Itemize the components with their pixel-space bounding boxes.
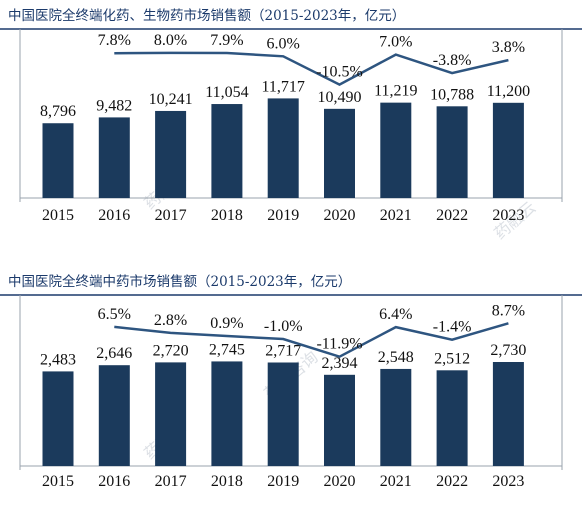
bar-2016: [98, 365, 130, 466]
x-tick-2018: 2018: [211, 473, 243, 490]
value-label-2022: 2,512: [434, 350, 470, 367]
value-label-2018: 11,054: [205, 84, 248, 101]
value-label-2022: 10,788: [430, 86, 474, 103]
growth-label-2018: 7.9%: [210, 32, 243, 49]
x-tick-2021: 2021: [380, 473, 412, 490]
growth-label-2019: -1.0%: [264, 318, 303, 335]
value-label-2016: 2,646: [96, 345, 132, 362]
x-tick-2017: 2017: [155, 473, 187, 490]
value-label-2019: 2,717: [265, 342, 301, 359]
bar-2021: [380, 102, 412, 198]
growth-label-2020: -11.9%: [316, 336, 362, 353]
chart-1-value-labels: 8,796 9,482 10,241 11,054 11,717 10,490 11,219…: [40, 78, 530, 120]
bar-2020: [324, 374, 355, 466]
x-tick-2016: 2016: [98, 473, 130, 490]
value-label-2021: 2,548: [378, 349, 414, 366]
x-tick-2019: 2019: [267, 207, 299, 224]
x-tick-2018: 2018: [211, 207, 243, 224]
bar-2021: [380, 368, 412, 466]
growth-label-2016: 6.5%: [98, 306, 131, 323]
value-label-2015: 8,796: [40, 103, 76, 120]
bar-2019: [267, 98, 299, 198]
bar-2016: [98, 117, 130, 198]
value-label-2023: 2,730: [490, 342, 526, 359]
bar-2020: [324, 108, 355, 198]
x-tick-2015: 2015: [42, 207, 74, 224]
chart-2-bars: [42, 361, 524, 466]
x-tick-2023: 2023: [492, 207, 524, 224]
chart-1: 中国医院全终端化药、生物药市场销售额（2015-2023年，亿元） 8,796 9…: [0, 7, 582, 224]
value-label-2015: 2,483: [40, 351, 76, 368]
x-tick-2022: 2022: [436, 207, 468, 224]
x-tick-2022: 2022: [436, 473, 468, 490]
growth-label-2020: -10.5%: [316, 64, 363, 81]
x-tick-2023: 2023: [492, 473, 524, 490]
chart-2-value-labels: 2,483 2,646 2,720 2,745 2,717 2,394 2,548 2,512…: [40, 341, 526, 371]
bar-2015: [42, 123, 74, 198]
bar-2015: [42, 371, 74, 466]
growth-label-2023: 8.7%: [492, 302, 525, 319]
bar-2023: [492, 362, 524, 466]
growth-label-2023: 3.8%: [492, 39, 525, 56]
bar-2023: [492, 102, 524, 198]
value-label-2020: 10,490: [318, 89, 362, 106]
value-label-2023: 11,200: [487, 83, 530, 100]
growth-label-2018: 0.9%: [210, 315, 243, 332]
chart-1-growth-labels: 7.8% 8.0% 7.9% 6.0% -10.5% 7.0% -3.8% 3.8%: [98, 32, 525, 81]
bar-2022: [436, 106, 468, 198]
chart-1-x-ticks: 2015 2016 2017 2018 2019 2020 2021 2022 2023: [42, 207, 524, 224]
bar-2019: [267, 362, 299, 466]
chart-2: 中国医院全终端中药市场销售额（2015-2023年，亿元） 2,483 2,646…: [0, 273, 582, 490]
growth-label-2016: 7.8%: [98, 32, 131, 49]
chart-2-x-ticks: 2015 2016 2017 2018 2019 2020 2021 2022 2023: [42, 473, 524, 490]
x-tick-2016: 2016: [98, 207, 130, 224]
value-label-2017: 10,241: [149, 91, 193, 108]
value-label-2016: 9,482: [96, 97, 132, 114]
value-label-2019: 11,717: [261, 78, 304, 95]
value-label-2018: 2,745: [209, 341, 245, 358]
growth-label-2022: -3.8%: [433, 52, 472, 69]
chart-2-growth-line: [114, 322, 509, 359]
chart-2-title: 中国医院全终端中药市场销售额（2015-2023年，亿元）: [8, 273, 351, 290]
growth-label-2021: 7.0%: [379, 34, 412, 51]
chart-1-title: 中国医院全终端化药、生物药市场销售额（2015-2023年，亿元）: [8, 7, 405, 24]
chart-1-bars: [42, 98, 524, 198]
chart-2-growth-labels: 6.5% 2.8% 0.9% -1.0% -11.9% 6.4% -1.4% 8.7%: [98, 302, 525, 352]
bar-2018: [211, 104, 243, 198]
chart-1-growth-line: [114, 51, 509, 87]
bar-2022: [436, 370, 468, 466]
growth-label-2019: 6.0%: [267, 35, 300, 52]
x-tick-2020: 2020: [324, 473, 356, 490]
x-tick-2015: 2015: [42, 473, 74, 490]
x-tick-2017: 2017: [155, 207, 187, 224]
x-tick-2019: 2019: [267, 473, 299, 490]
growth-label-2022: -1.4%: [433, 319, 472, 336]
x-tick-2020: 2020: [324, 207, 356, 224]
bar-2018: [211, 361, 243, 466]
bar-2017: [155, 362, 187, 466]
growth-label-2021: 6.4%: [379, 306, 412, 323]
x-tick-2021: 2021: [380, 207, 412, 224]
growth-label-2017: 8.0%: [154, 32, 187, 49]
value-label-2017: 2,720: [153, 342, 189, 359]
value-label-2021: 11,219: [374, 83, 417, 100]
value-label-2020: 2,394: [322, 355, 358, 372]
growth-label-2017: 2.8%: [154, 312, 187, 329]
bar-2017: [155, 110, 187, 198]
